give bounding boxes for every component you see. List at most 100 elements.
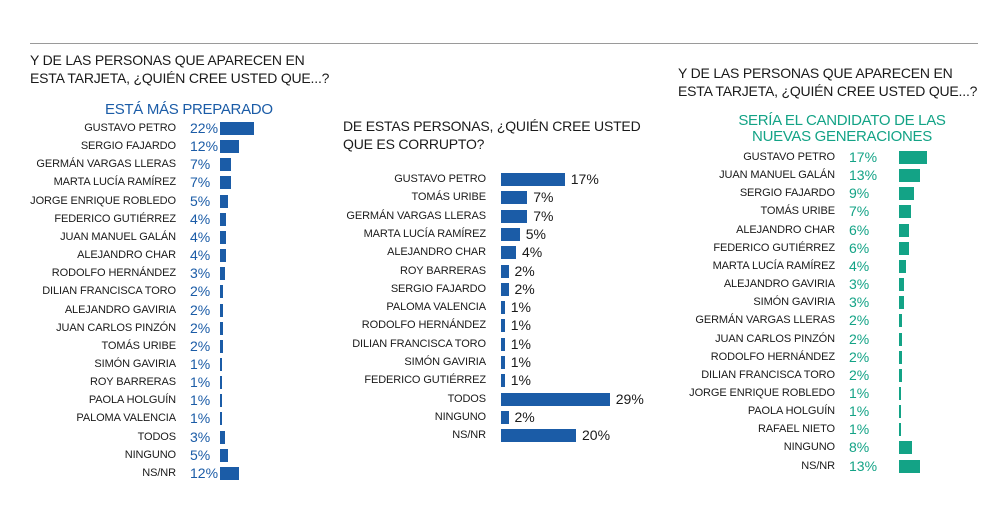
data-bar bbox=[899, 278, 904, 292]
value-label: 17% bbox=[570, 171, 599, 187]
right-question: Y DE LAS PERSONAS QUE APARECEN EN ESTA T… bbox=[678, 65, 978, 99]
category-label: FEDERICO GUTIÉRREZ bbox=[54, 212, 176, 225]
chart-row: TOMÁS URIBE 7% bbox=[0, 202, 1000, 220]
chart-row: JORGE ENRIQUE ROBLEDO 5% bbox=[0, 192, 1000, 210]
chart-row: TOMÁS URIBE 2% bbox=[0, 337, 1000, 355]
value-label: 4% bbox=[190, 210, 211, 227]
data-bar bbox=[220, 430, 225, 444]
chart-row: PAOLA HOLGUÍN 1% bbox=[0, 391, 1000, 409]
chart-row: MARTA LUCÍA RAMÍREZ 5% bbox=[0, 225, 1000, 243]
category-label: MARTA LUCÍA RAMÍREZ bbox=[712, 259, 835, 272]
value-label: 1% bbox=[849, 403, 870, 420]
value-label: 2% bbox=[849, 348, 870, 365]
value-label: 7% bbox=[533, 189, 554, 206]
category-label: SERGIO FAJARDO bbox=[739, 187, 835, 200]
category-label: ALEJANDRO GAVIRIA bbox=[64, 303, 176, 316]
category-label: TOMÁS URIBE bbox=[411, 191, 487, 204]
category-label: NS/NR bbox=[452, 429, 486, 442]
data-bar bbox=[501, 356, 505, 369]
data-bar bbox=[899, 151, 928, 164]
chart-row: NS/NR 12% bbox=[0, 464, 1000, 482]
chart-row: ALEJANDRO CHAR 4% bbox=[0, 246, 1000, 264]
chart-row: NS/NR 20% bbox=[0, 426, 1000, 444]
value-label: 2% bbox=[190, 319, 211, 336]
data-bar bbox=[899, 368, 903, 382]
chart-row: ALEJANDRO CHAR 6% bbox=[0, 221, 1000, 239]
category-label: PALOMA VALENCIA bbox=[76, 412, 176, 425]
data-bar bbox=[899, 441, 913, 455]
value-label: 3% bbox=[849, 294, 870, 311]
value-label: 1% bbox=[510, 299, 531, 316]
value-label: 22% bbox=[190, 120, 219, 136]
category-label: SIMÓN GAVIRIA bbox=[404, 356, 486, 368]
data-bar bbox=[220, 394, 222, 408]
chart-row: NINGUNO 2% bbox=[0, 408, 1000, 426]
chart-row: JUAN MANUEL GALÁN 4% bbox=[0, 228, 1000, 246]
value-label: 2% bbox=[514, 408, 535, 425]
data-bar bbox=[899, 187, 914, 201]
chart-row: SIMÓN GAVIRIA 1% bbox=[0, 355, 1000, 373]
category-label: FEDERICO GUTIÉRREZ bbox=[713, 241, 835, 254]
category-label: ROY BARRERAS bbox=[89, 376, 176, 389]
category-label: PAOLA HOLGUÍN bbox=[88, 394, 176, 407]
data-bar bbox=[899, 350, 903, 364]
chart-row: NS/NR 13% bbox=[0, 457, 1000, 475]
chart-row: NINGUNO 8% bbox=[0, 438, 1000, 456]
value-label: 2% bbox=[190, 301, 211, 318]
value-label: 3% bbox=[190, 428, 211, 445]
value-label: 4% bbox=[190, 247, 211, 264]
data-bar bbox=[899, 241, 909, 255]
data-bar bbox=[220, 249, 227, 263]
data-bar bbox=[501, 410, 509, 424]
chart-row: FEDERICO GUTIÉRREZ 6% bbox=[0, 239, 1000, 257]
data-bar bbox=[220, 158, 231, 172]
category-label: NS/NR bbox=[801, 459, 835, 472]
chart-row: SERGIO FAJARDO 9% bbox=[0, 184, 1000, 202]
data-bar bbox=[899, 386, 901, 400]
category-label: JUAN CARLOS PINZÓN bbox=[715, 332, 835, 345]
value-label: 2% bbox=[514, 262, 535, 279]
value-label: 4% bbox=[190, 228, 211, 245]
chart-row: JUAN MANUEL GALÁN 13% bbox=[0, 166, 1000, 184]
chart-row: MARTA LUCÍA RAMÍREZ 7% bbox=[0, 173, 1000, 191]
value-label: 1% bbox=[849, 421, 870, 438]
value-label: 8% bbox=[849, 439, 870, 456]
data-bar bbox=[220, 448, 228, 462]
category-label: NS/NR bbox=[142, 466, 176, 479]
value-label: 29% bbox=[615, 390, 644, 407]
value-label: 2% bbox=[849, 312, 870, 329]
value-label: 1% bbox=[510, 317, 531, 334]
data-bar bbox=[501, 246, 516, 260]
chart-row: ROY BARRERAS 2% bbox=[0, 262, 1000, 280]
value-label: 5% bbox=[525, 225, 546, 242]
top-divider bbox=[30, 43, 978, 44]
data-bar bbox=[220, 140, 239, 154]
data-bar bbox=[501, 191, 528, 205]
category-label: JUAN MANUEL GALÁN bbox=[719, 169, 835, 182]
category-label: RAFAEL NIETO bbox=[757, 423, 835, 436]
value-label: 7% bbox=[190, 174, 211, 191]
category-label: MARTA LUCÍA RAMÍREZ bbox=[53, 176, 176, 189]
category-label: TODOS bbox=[137, 430, 177, 443]
value-label: 12% bbox=[190, 138, 219, 155]
data-bar bbox=[220, 357, 222, 371]
value-label: 17% bbox=[849, 149, 878, 165]
data-bar bbox=[501, 264, 509, 278]
value-label: 3% bbox=[190, 265, 211, 282]
category-label: JUAN CARLOS PINZÓN bbox=[56, 321, 176, 334]
category-label: SERGIO FAJARDO bbox=[390, 282, 486, 295]
chart-row: GUSTAVO PETRO 17% bbox=[0, 170, 1000, 188]
right-subtitle: SERÍA EL CANDIDATO DE LAS NUEVAS GENERAC… bbox=[738, 112, 946, 145]
chart-row: TODOS 29% bbox=[0, 390, 1000, 408]
category-label: FEDERICO GUTIÉRREZ bbox=[364, 374, 486, 387]
value-label: 4% bbox=[522, 244, 543, 261]
category-label: NINGUNO bbox=[783, 441, 835, 454]
value-label: 5% bbox=[190, 446, 211, 463]
chart-row: MARTA LUCÍA RAMÍREZ 4% bbox=[0, 257, 1000, 275]
value-label: 1% bbox=[190, 355, 211, 372]
value-label: 1% bbox=[510, 372, 531, 389]
chart-row: JUAN CARLOS PINZÓN 2% bbox=[0, 319, 1000, 337]
middle-question: DE ESTAS PERSONAS, ¿QUIÉN CREE USTED QUE… bbox=[343, 118, 641, 152]
category-label: DILIAN FRANCISCA TORO bbox=[42, 285, 176, 298]
